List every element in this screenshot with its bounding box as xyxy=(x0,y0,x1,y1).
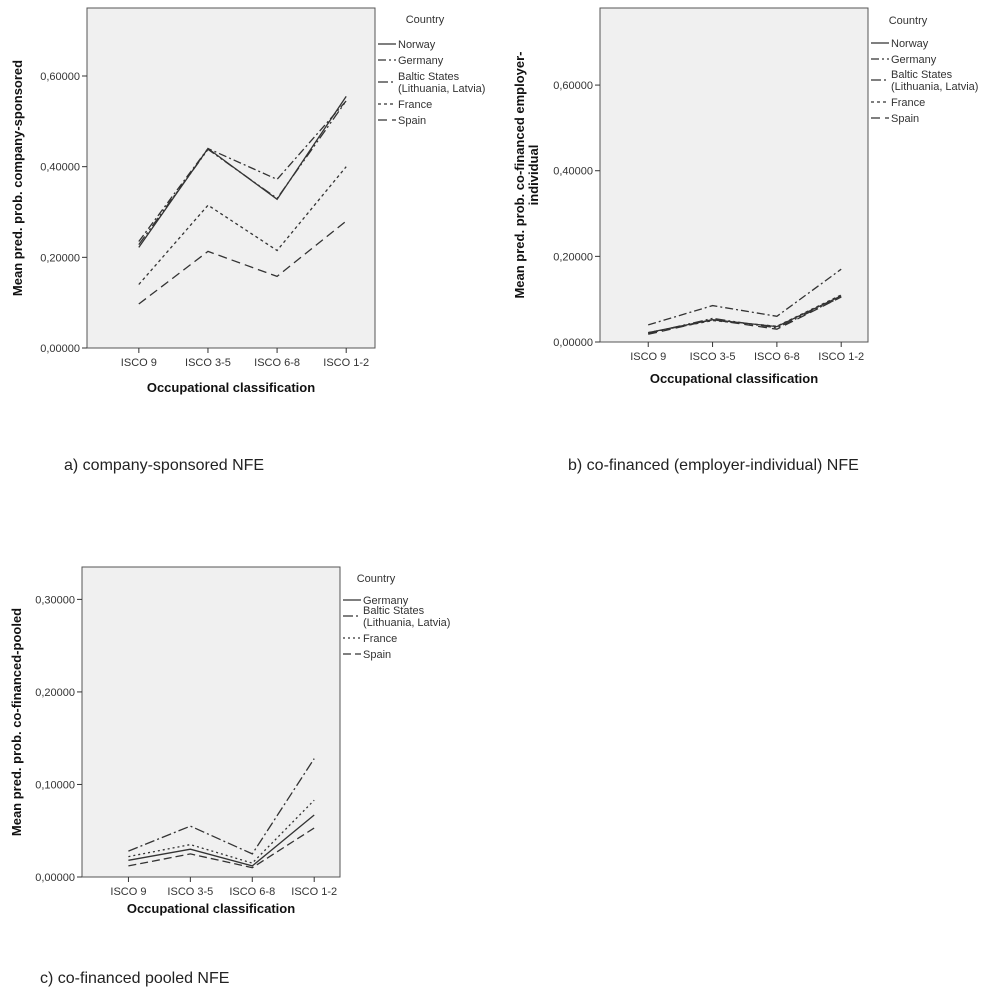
legend-entry-line: Baltic States xyxy=(363,605,425,617)
x-tick-label: ISCO 9 xyxy=(110,886,146,898)
series-line-5 xyxy=(648,296,842,335)
x-tick-label: ISCO 1-2 xyxy=(323,357,369,369)
x-tick-label: ISCO 6-8 xyxy=(254,357,300,369)
series-line-2 xyxy=(648,268,842,326)
legend-entry-line: Spain xyxy=(891,113,919,125)
legend-entry: Germany xyxy=(363,595,409,607)
legend-entry: France xyxy=(398,99,432,111)
legend-entry-line: Germany xyxy=(363,595,409,607)
y-tick-label: 0,10000 xyxy=(35,779,75,791)
legend-entry-line: France xyxy=(363,633,397,645)
legend-entry: Spain xyxy=(363,649,391,661)
figure-caption: b) co-financed (employer-individual) NFE xyxy=(568,457,859,474)
legend-entry-line: Spain xyxy=(363,649,391,661)
y-tick-label: 0,30000 xyxy=(35,594,75,606)
legend-entry-line: (Lithuania, Latvia) xyxy=(398,83,485,95)
legend-entry-line: Norway xyxy=(891,38,929,50)
x-tick-label: ISCO 3-5 xyxy=(690,351,736,363)
chart-1: 0,00000 0,20000 0,40000 0,60000 ISCO 9 ISCO 3… xyxy=(10,7,485,474)
legend-entry-line: Baltic States xyxy=(891,69,953,81)
x-tick-label: ISCO 1-2 xyxy=(291,886,337,898)
y-tick-label: 0,60000 xyxy=(40,71,80,83)
series-line-4 xyxy=(128,827,315,869)
legend-entry: Norway xyxy=(891,38,929,50)
legend-entry: Baltic States (Lithuania, Latvia) xyxy=(891,69,978,93)
legend-title: Country xyxy=(889,15,928,27)
series-line-5 xyxy=(138,220,347,305)
y-tick-label: 0,00000 xyxy=(35,872,75,884)
x-tick-label: ISCO 9 xyxy=(630,351,666,363)
y-axis-title-line: individual xyxy=(526,145,541,206)
y-tick-label: 0,60000 xyxy=(553,80,593,92)
plot-area xyxy=(86,7,376,349)
legend-entry: Baltic States (Lithuania, Latvia) xyxy=(363,605,450,629)
y-axis-title: Mean pred. prob. company-sponsored xyxy=(10,60,25,296)
plot-area xyxy=(81,566,341,878)
x-tick-label: ISCO 6-8 xyxy=(229,886,275,898)
legend-entry-line: Spain xyxy=(398,115,426,127)
y-tick-label: 0,40000 xyxy=(40,162,80,174)
y-tick-label: 0,20000 xyxy=(553,251,593,263)
legend-entry-line: (Lithuania, Latvia) xyxy=(891,81,978,93)
legend-entry: Germany xyxy=(398,55,444,67)
legend-entry-line: Norway xyxy=(398,39,436,51)
legend-entry: France xyxy=(363,633,397,645)
y-axis-title-line: Mean pred. prob. co-financed employer- xyxy=(512,51,527,298)
legend-entry-line: Baltic States xyxy=(398,71,460,83)
y-tick-label: 0,20000 xyxy=(40,252,80,264)
x-axis-title: Occupational classification xyxy=(650,371,818,386)
series-line-1 xyxy=(138,96,347,248)
legend-entry: Norway xyxy=(398,39,436,51)
figure-caption: c) co-financed pooled NFE xyxy=(40,970,229,987)
series-line-3 xyxy=(128,799,315,864)
series-line-2 xyxy=(138,100,347,242)
legend-entry: Spain xyxy=(398,115,426,127)
legend-entry-line: France xyxy=(398,99,432,111)
legend-entry: France xyxy=(891,97,925,109)
x-tick-label: ISCO 3-5 xyxy=(167,886,213,898)
series-line-3 xyxy=(138,100,347,245)
legend-entry-line: Germany xyxy=(398,55,444,67)
legend-title: Country xyxy=(357,573,396,585)
legend-title: Country xyxy=(406,14,445,26)
x-axis-title: Occupational classification xyxy=(127,901,295,916)
figure-caption: a) company-sponsored NFE xyxy=(64,457,264,474)
x-tick-label: ISCO 9 xyxy=(121,357,157,369)
series-line-1 xyxy=(128,814,315,867)
chart-2: 0,00000 0,20000 0,40000 0,60000 ISCO 9 ISCO 3… xyxy=(512,7,978,474)
legend-entry: Spain xyxy=(891,113,919,125)
x-tick-label: ISCO 3-5 xyxy=(185,357,231,369)
y-axis-title: Mean pred. prob. co-financed employer-in… xyxy=(512,51,541,298)
y-tick-label: 0,00000 xyxy=(553,337,593,349)
legend-entry: Baltic States (Lithuania, Latvia) xyxy=(398,71,485,95)
x-tick-label: ISCO 1-2 xyxy=(818,351,864,363)
series-line-4 xyxy=(138,166,347,285)
legend-entry-line: Germany xyxy=(891,54,937,66)
legend-entry-line: (Lithuania, Latvia) xyxy=(363,617,450,629)
y-tick-label: 0,00000 xyxy=(40,343,80,355)
plot-area xyxy=(599,7,869,343)
legend-entry-line: France xyxy=(891,97,925,109)
y-tick-label: 0,40000 xyxy=(553,166,593,178)
y-tick-label: 0,20000 xyxy=(35,687,75,699)
y-axis-title: Mean pred. prob. co-financed-pooled xyxy=(9,608,24,836)
legend-entry: Germany xyxy=(891,54,937,66)
x-axis-title: Occupational classification xyxy=(147,380,315,395)
chart-3: 0,00000 0,10000 0,20000 0,30000 ISCO 9 ISCO 3… xyxy=(9,566,450,987)
x-tick-label: ISCO 6-8 xyxy=(754,351,800,363)
